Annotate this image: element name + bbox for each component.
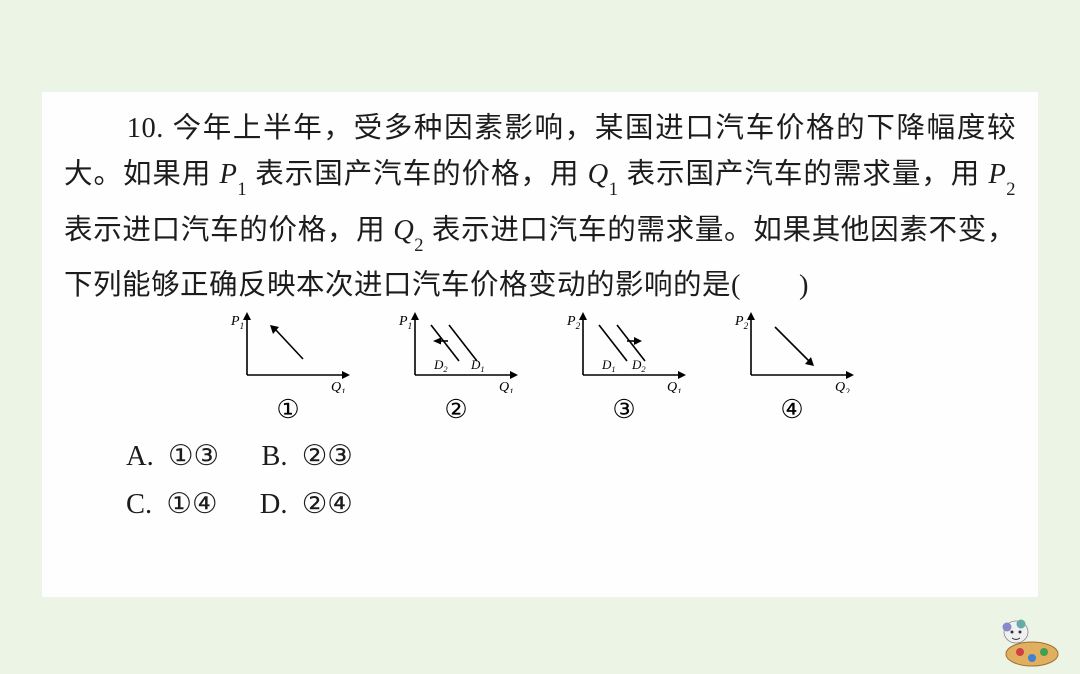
chart-num-1: ①	[213, 395, 363, 425]
svg-text:P2: P2	[566, 314, 581, 331]
chart-col-3: P2Q1D1D2③	[549, 311, 699, 425]
opt-D-text: ②④	[302, 489, 353, 520]
svg-text:Q2: Q2	[835, 380, 850, 393]
charts-row: P1Q1①P1Q1D2D1②P2Q1D1D2③P2Q2④	[64, 311, 1016, 425]
var-P2: P	[988, 159, 1006, 190]
svg-text:P1: P1	[398, 314, 412, 331]
svg-text:P2: P2	[734, 314, 749, 331]
opt-C-label: C.	[126, 489, 152, 520]
opt-D-label: D.	[260, 489, 288, 520]
chart-col-2: P1 Q1 D2 D1 ②	[381, 311, 531, 425]
opt-B-label: B.	[261, 441, 287, 472]
q-seg-3: 表示国产汽车的需求量，用	[627, 159, 981, 190]
var-Q2: Q	[393, 215, 414, 246]
chart-num-4: ④	[717, 395, 867, 425]
question-text: 10. 今年上半年，受多种因素影响，某国进口汽车价格的下降幅度较大。如果用 P1…	[64, 106, 1016, 309]
svg-text:D1: D1	[470, 357, 485, 374]
svg-text:D1: D1	[601, 357, 616, 374]
opt-C-text: ①④	[166, 489, 217, 520]
svg-text:D2: D2	[433, 357, 448, 374]
var-P1: P	[219, 159, 237, 190]
q-seg-4: 表示进口汽车的价格，用	[64, 215, 385, 246]
q-seg-2: 表示国产汽车的价格，用	[255, 159, 579, 190]
question-card: 10. 今年上半年，受多种因素影响，某国进口汽车价格的下降幅度较大。如果用 P1…	[42, 92, 1038, 597]
var-Q1: Q	[588, 159, 609, 190]
svg-text:Q1: Q1	[331, 380, 346, 393]
svg-text:P1: P1	[230, 314, 244, 331]
chart-num-2: ②	[381, 395, 531, 425]
chart-num-3: ③	[549, 395, 699, 425]
chart-2: P1 Q1 D2 D1	[391, 311, 521, 393]
chart-4: P2 Q2	[727, 311, 857, 393]
chart-col-4: P2 Q2 ④	[717, 311, 867, 425]
answer-options: A. ①③ B. ②③ C. ①④ D. ②④	[64, 433, 1016, 529]
opt-A-text: ①③	[168, 441, 219, 472]
svg-text:Q1: Q1	[667, 380, 682, 393]
chart-1: P1 Q1	[223, 311, 353, 393]
question-number: 10.	[127, 113, 164, 144]
chart-3: P2Q1D1D2	[559, 311, 689, 393]
opt-B-text: ②③	[302, 441, 353, 472]
svg-text:Q1: Q1	[499, 380, 514, 393]
mascot-icon	[994, 614, 1066, 668]
opt-A-label: A.	[126, 441, 154, 472]
chart-col-1: P1 Q1 ①	[213, 311, 363, 425]
